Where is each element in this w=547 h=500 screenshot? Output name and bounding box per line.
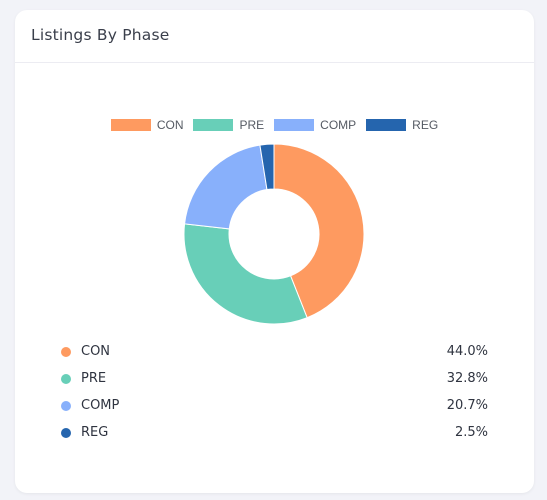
legend-item-comp[interactable]: COMP — [274, 118, 356, 132]
legend-swatch — [366, 119, 407, 131]
donut-slice-con[interactable] — [273, 143, 365, 319]
donut-slice-reg[interactable] — [259, 143, 275, 191]
phase-percent: 2.5% — [454, 425, 488, 440]
donut-chart — [183, 143, 365, 325]
breakdown-row-reg: REG 2.5% — [61, 419, 488, 446]
phase-name: CON — [81, 344, 111, 359]
phase-breakdown-list: CON 44.0% PRE 32.8% COMP 20.7% REG 2.5% — [61, 338, 488, 446]
listings-by-phase-card: Listings By Phase CON PRE COMP REG CON 4… — [15, 10, 534, 493]
phase-percent: 44.0% — [446, 344, 488, 359]
donut-slice-pre[interactable] — [183, 223, 308, 325]
legend-label: PRE — [239, 118, 265, 132]
card-title: Listings By Phase — [31, 26, 170, 44]
legend-item-reg[interactable]: REG — [366, 118, 438, 132]
legend-label: COMP — [320, 118, 357, 132]
legend-item-pre[interactable]: PRE — [193, 118, 264, 132]
phase-name: COMP — [81, 398, 120, 413]
legend-label: REG — [412, 118, 439, 132]
breakdown-row-pre: PRE 32.8% — [61, 365, 488, 392]
donut-slice-comp[interactable] — [184, 144, 268, 230]
breakdown-row-comp: COMP 20.7% — [61, 392, 488, 419]
phase-name: PRE — [81, 371, 107, 386]
breakdown-row-con: CON 44.0% — [61, 338, 488, 365]
legend-swatch — [193, 119, 234, 131]
chart-legend: CON PRE COMP REG — [15, 118, 534, 132]
color-dot — [61, 346, 71, 357]
color-dot — [61, 400, 71, 411]
legend-item-con[interactable]: CON — [110, 118, 184, 132]
color-dot — [61, 427, 71, 438]
card-header: Listings By Phase — [15, 10, 534, 63]
phase-percent: 32.8% — [446, 371, 488, 386]
color-dot — [61, 373, 71, 384]
phase-name: REG — [81, 425, 109, 440]
legend-label: CON — [156, 118, 184, 132]
legend-swatch — [110, 119, 151, 131]
phase-percent: 20.7% — [446, 398, 488, 413]
legend-swatch — [274, 119, 315, 131]
